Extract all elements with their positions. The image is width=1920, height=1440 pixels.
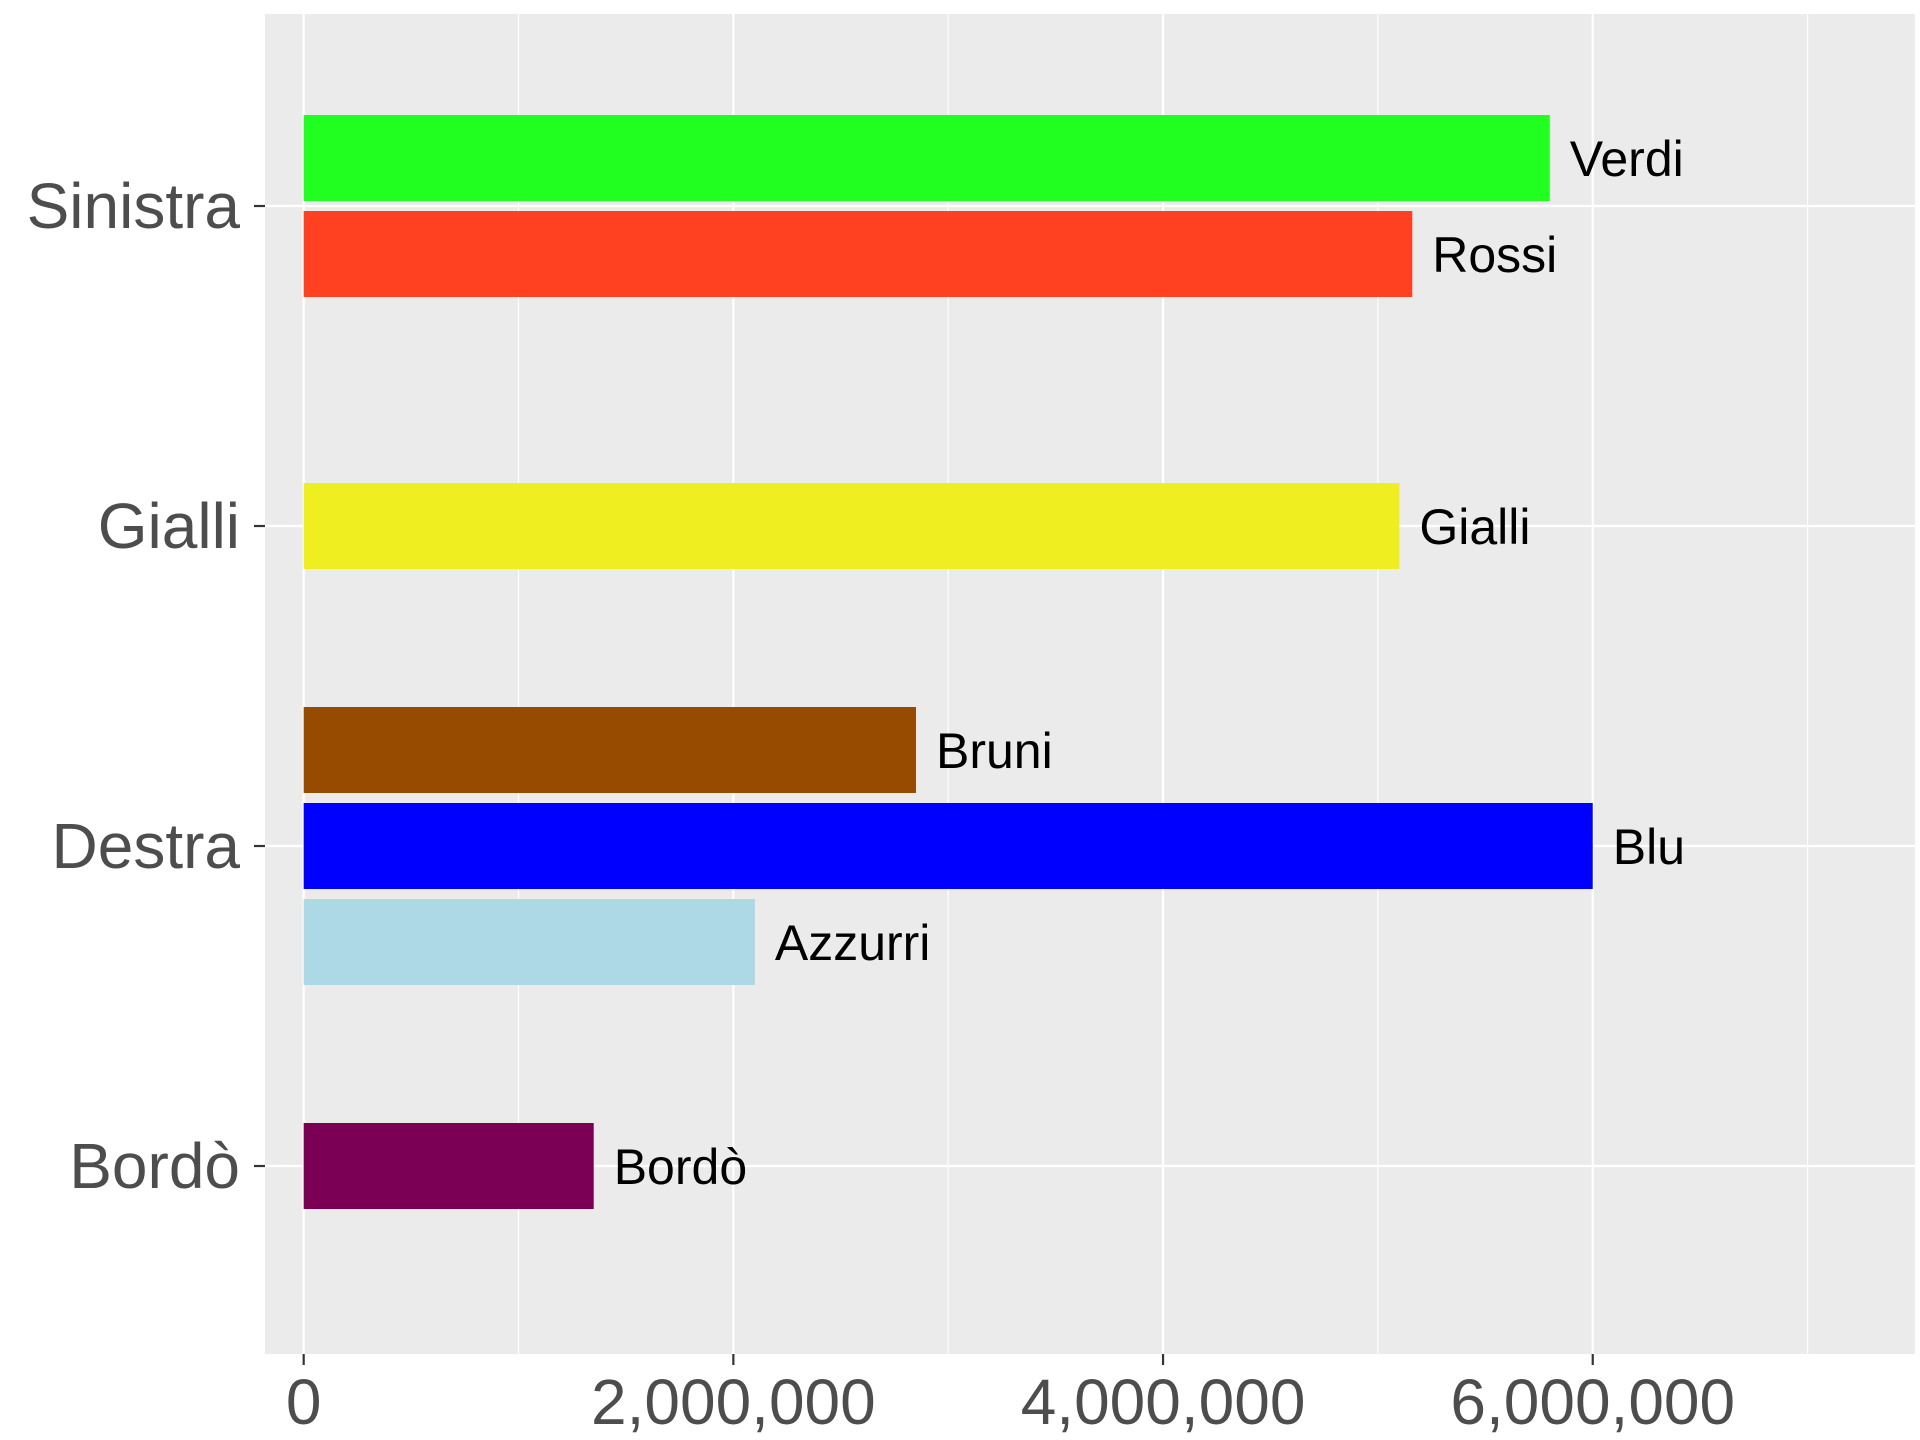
bar-blu bbox=[303, 803, 1593, 889]
x-tick-label: 6,000,000 bbox=[1450, 1366, 1735, 1438]
bar-bruni bbox=[303, 707, 916, 793]
bar-bord- bbox=[303, 1123, 594, 1209]
y-tick-label: Bordò bbox=[69, 1130, 240, 1202]
bar-label: Gialli bbox=[1419, 499, 1530, 555]
x-axis: 0 2,000,000 4,000,000 6,000,000 bbox=[286, 1354, 1735, 1438]
y-axis: Sinistra Gialli Destra Bordò bbox=[27, 170, 265, 1202]
y-tick-label: Gialli bbox=[98, 490, 240, 562]
bar-label: Azzurri bbox=[775, 915, 931, 971]
bar-label: Bordò bbox=[614, 1139, 747, 1195]
bar-rossi bbox=[303, 211, 1413, 297]
bar-label: Blu bbox=[1613, 819, 1685, 875]
bar-label: Bruni bbox=[936, 723, 1053, 779]
bars bbox=[303, 115, 1593, 1209]
bar-gialli bbox=[303, 483, 1400, 569]
x-tick-label: 2,000,000 bbox=[591, 1366, 876, 1438]
x-tick-label: 4,000,000 bbox=[1021, 1366, 1306, 1438]
bar-verdi bbox=[303, 115, 1550, 201]
bar-label: Rossi bbox=[1432, 227, 1557, 283]
bar-azzurri bbox=[303, 899, 755, 985]
bar-label: Verdi bbox=[1570, 131, 1684, 187]
x-tick-label: 0 bbox=[286, 1366, 322, 1438]
y-tick-label: Destra bbox=[52, 810, 241, 882]
y-tick-label: Sinistra bbox=[27, 170, 241, 242]
